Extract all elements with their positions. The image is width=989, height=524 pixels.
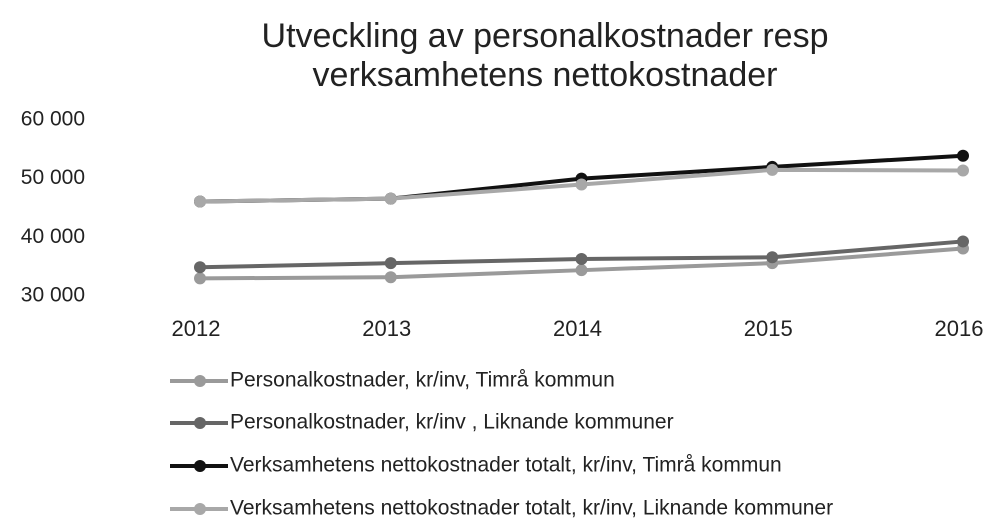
x-tick-label: 2015 [744,316,793,341]
point-marker [575,253,588,266]
point-marker [957,164,969,177]
legend-label: Verksamhetens nettokostnader totalt, kr/… [230,497,833,520]
x-tick-label: 2016 [935,316,984,341]
legend-marker [194,417,206,429]
legend-label: Personalkostnader, kr/inv, Timrå kommun [230,369,615,392]
point-marker [766,251,779,264]
y-tick-label: 40 000 [21,225,85,248]
x-tick-label: 2012 [172,316,221,341]
point-marker [575,264,588,277]
legend-marker [194,503,206,515]
y-tick-label: 50 000 [21,166,85,189]
x-tick-label: 2013 [362,316,411,341]
point-marker [194,272,206,285]
chart-title: verksamhetens nettokostnader [313,56,778,94]
legend-marker [194,460,206,472]
x-tick-label: 2014 [553,316,602,341]
point-marker [766,163,779,176]
point-marker [575,178,588,191]
chart-title: Utveckling av personalkostnader resp [262,17,829,55]
point-marker [957,149,969,162]
point-marker [384,192,397,205]
point-marker [957,235,969,248]
point-marker [384,257,397,270]
point-marker [384,271,397,284]
point-marker [194,261,206,274]
legend-label: Verksamhetens nettokostnader totalt, kr/… [230,454,782,477]
legend-marker [194,375,206,387]
legend-label: Personalkostnader, kr/inv , Liknande kom… [230,411,674,434]
y-tick-label: 30 000 [21,284,85,307]
point-marker [194,195,206,208]
y-tick-label: 60 000 [21,108,85,131]
